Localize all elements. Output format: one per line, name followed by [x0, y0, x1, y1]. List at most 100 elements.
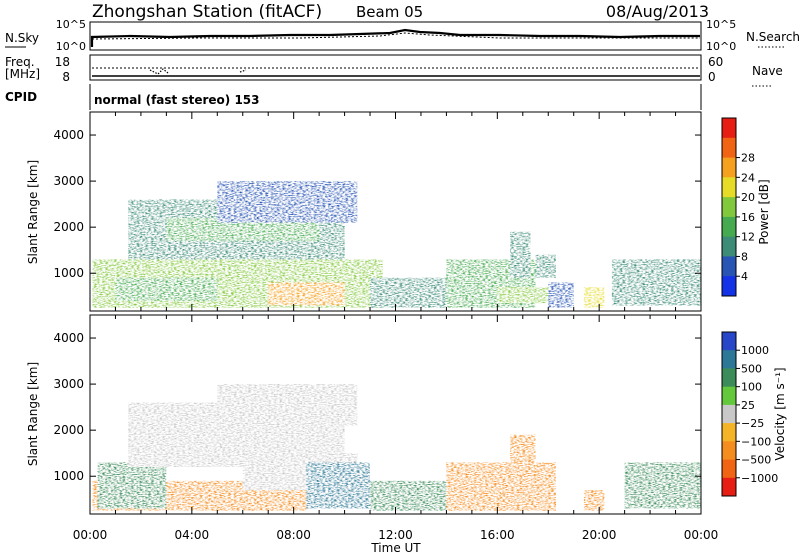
velocity-y-ticks: 1000 2000 3000 4000: [53, 331, 701, 483]
velocity-colorbar-segment-7: [722, 459, 736, 479]
freq-frame: [89, 54, 702, 81]
power-echo-region-6: [370, 277, 447, 308]
time-tick-label-3: 12:00: [378, 528, 413, 542]
nave-scatter: [149, 68, 247, 75]
power-colorbar-tick-label-4: 20: [741, 191, 755, 204]
freq-panel: Freq. [MHz] 18 8 Nave 60 0: [5, 54, 783, 87]
nave-label: Nave: [752, 64, 783, 78]
power-colorbar-frame: [721, 117, 737, 297]
velocity-colorbar-tick-label-1: 500: [741, 362, 762, 375]
power-colorbar-tick-label-1: 8: [741, 250, 748, 263]
power-colorbar-segment-7: [722, 256, 736, 277]
velocity-echo-region-8: [510, 434, 536, 481]
nsearch-tick-bottom: 10^0: [706, 40, 736, 53]
nsky-tick-bottom: 10^0: [56, 40, 86, 53]
power-x-ticks: [89, 112, 702, 311]
beam-label: Beam 05: [356, 3, 423, 21]
freq-tick-bottom: 8: [62, 70, 70, 84]
velocity-colorbar: 1000 500 100 25 −25 −100 −500 −1000: [721, 331, 778, 497]
velocity-colorbar-tick-label-2: 100: [741, 381, 762, 394]
velocity-colorbar-segment-0: [722, 332, 736, 351]
power-ytick-label-2: 3000: [53, 174, 84, 188]
nave-tick-bottom: 0: [708, 70, 716, 84]
velocity-colorbar-tick-label-7: −1000: [741, 472, 778, 485]
power-echo-region-4: [166, 217, 320, 241]
cpid-text: normal (fast stereo) 153: [94, 93, 260, 107]
velocity-ytick-label-1: 2000: [53, 423, 84, 437]
time-tick-label-4: 16:00: [480, 528, 515, 542]
velocity-x-ticks: [89, 315, 702, 514]
velocity-colorbar-tick-label-3: 25: [741, 399, 755, 412]
power-colorbar-tick-label-5: 24: [741, 171, 755, 184]
velocity-ytick-label-2: 3000: [53, 377, 84, 391]
power-echo-region-9: [510, 231, 531, 278]
nsky-frame: [89, 21, 702, 51]
nsearch-label: N.Search: [746, 30, 800, 44]
power-echo-region-13: [611, 259, 701, 306]
velocity-data-layer: [92, 384, 701, 511]
freq-label-line1: Freq.: [5, 55, 35, 69]
velocity-colorbar-tick-label-4: −25: [741, 417, 764, 430]
power-colorbar-segment-8: [722, 276, 736, 297]
velocity-colorbar-tick-label-0: 1000: [741, 344, 769, 357]
velocity-echo-region-3: [217, 384, 358, 426]
date-label: 08/Aug/2013: [606, 2, 709, 21]
velocity-cbar-label: Velocity [m s⁻¹]: [773, 367, 787, 460]
power-colorbar-segment-4: [722, 197, 736, 218]
time-tick-label-1: 04:00: [175, 528, 210, 542]
power-cbar-label: Power [dB]: [757, 179, 771, 244]
freq-label-line2: [MHz]: [5, 67, 40, 81]
velocity-echo-region-1: [97, 462, 167, 509]
time-tick-label-0: 00:00: [73, 528, 108, 542]
velocity-echo-region-10: [624, 462, 701, 509]
power-colorbar-segment-2: [722, 157, 736, 178]
power-echo-region-5: [217, 181, 358, 223]
power-colorbar-tick-label-3: 16: [741, 211, 755, 224]
power-ytick-label-0: 1000: [53, 266, 84, 280]
velocity-colorbar-tick-label-6: −500: [741, 454, 771, 467]
velocity-colorbar-segment-6: [722, 441, 736, 460]
power-echo-region-10: [535, 254, 556, 278]
power-ytick-label-3: 4000: [53, 128, 84, 142]
power-y-ticks: 1000 2000 3000 4000: [53, 128, 701, 280]
power-ytick-label-1: 2000: [53, 220, 84, 234]
velocity-colorbar-segment-2: [722, 368, 736, 388]
velocity-colorbar-segment-1: [722, 350, 736, 369]
power-colorbar-segment-5: [722, 216, 736, 238]
power-colorbar-segment-6: [722, 236, 736, 257]
velocity-panel: 1000 2000 3000 4000 Slant Range [km] 1000 50…: [26, 314, 787, 515]
power-colorbar-tick-label-2: 12: [741, 231, 755, 244]
velocity-colorbar-tick-label-5: −100: [741, 435, 771, 448]
velocity-colorbar-segment-5: [722, 423, 736, 442]
power-ylabel: Slant Range [km]: [26, 160, 40, 264]
time-tick-label-6: 00:00: [684, 528, 719, 542]
freq-tick-top: 18: [55, 55, 70, 69]
nsky-label: N.Sky: [5, 31, 39, 45]
power-colorbar-segment-1: [722, 137, 736, 159]
velocity-ylabel: Slant Range [km]: [26, 362, 40, 466]
nave-tick-top: 60: [708, 55, 723, 69]
velocity-colorbar-segment-4: [722, 404, 736, 424]
time-tick-label-5: 20:00: [582, 528, 617, 542]
power-echo-region-2: [115, 277, 218, 301]
power-colorbar-segment-3: [722, 177, 736, 198]
velocity-colorbar-frame: [721, 331, 737, 497]
velocity-ytick-label-3: 4000: [53, 331, 84, 345]
power-echo-region-11: [548, 282, 574, 308]
power-colorbar-tick-label-6: 28: [741, 152, 755, 165]
power-colorbar-segment-0: [722, 118, 736, 139]
nsky-trace: [90, 28, 700, 47]
x-axis-title: Time UT: [370, 541, 421, 554]
velocity-colorbar-segment-3: [722, 386, 736, 406]
power-echo-region-12: [583, 287, 605, 308]
power-echo-region-1: [268, 282, 345, 306]
time-tick-label-2: 08:00: [276, 528, 311, 542]
power-colorbar: 4 8 12 16 20 24 28: [721, 117, 755, 297]
nsky-tick-top: 10^5: [56, 18, 86, 31]
power-data-layer: [92, 181, 701, 308]
velocity-ytick-label-0: 1000: [53, 469, 84, 483]
velocity-echo-region-9: [583, 490, 605, 511]
station-title: Zhongshan Station (fitACF): [92, 2, 322, 22]
power-echo-region-8: [497, 287, 554, 304]
